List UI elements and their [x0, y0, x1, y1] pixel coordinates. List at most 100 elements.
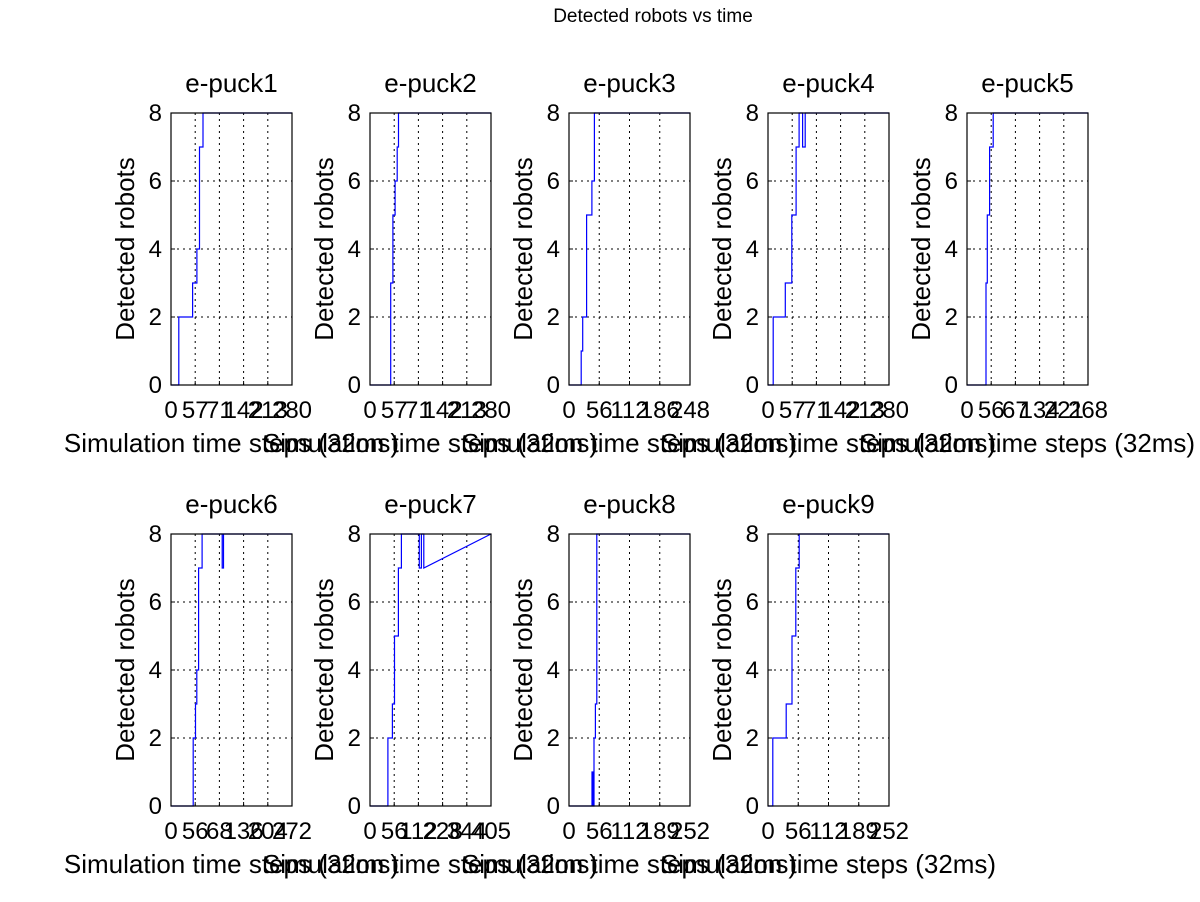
x-tick-label: 280	[471, 397, 511, 424]
y-tick-label: 4	[149, 236, 162, 263]
subplot-title: e-puck6	[185, 489, 278, 519]
x-tick-label: 112	[399, 818, 437, 845]
y-tick-label: 4	[348, 657, 361, 684]
y-axis-label: Detected robots	[110, 157, 140, 341]
x-tick-label: 112	[809, 818, 847, 845]
x-tick-label: 252	[869, 818, 909, 845]
x-tick-label: 71	[405, 397, 432, 424]
y-axis-label: Detected robots	[508, 578, 538, 762]
figure-suptitle: Detected robots vs time	[553, 6, 753, 27]
x-tick-label: 280	[869, 397, 909, 424]
subplot-title: e-puck8	[583, 489, 676, 519]
y-tick-label: 4	[348, 236, 361, 263]
x-tick-label: 213	[248, 397, 288, 424]
subplot-title: e-puck2	[384, 68, 477, 98]
y-tick-label: 8	[547, 521, 560, 548]
x-tick-label: 252	[670, 818, 710, 845]
x-tick-label: 213	[447, 397, 487, 424]
y-axis-label: Detected robots	[707, 578, 737, 762]
x-tick-label: 56	[586, 397, 613, 424]
x-tick-label: 56	[785, 818, 812, 845]
x-axis-label: Simulation time steps (32ms)	[64, 849, 399, 879]
y-tick-label: 6	[149, 589, 162, 616]
subplot-title: e-puck7	[384, 489, 477, 519]
y-tick-label: 2	[149, 725, 162, 752]
subplot-title: e-puck9	[782, 489, 875, 519]
y-tick-label: 0	[149, 372, 162, 399]
y-tick-label: 8	[746, 521, 759, 548]
series-line	[171, 112, 292, 386]
y-tick-label: 4	[547, 236, 560, 263]
y-tick-label: 2	[547, 725, 560, 752]
x-tick-label: 0	[761, 818, 774, 845]
y-axis-label: Detected robots	[309, 578, 339, 762]
x-axis-label: Simulation time steps (32ms)	[860, 428, 1195, 458]
y-tick-label: 8	[348, 521, 361, 548]
x-tick-label: 56	[978, 397, 1005, 424]
x-tick-label: 248	[670, 397, 710, 424]
x-tick-label: 56	[381, 818, 408, 845]
y-tick-label: 0	[348, 793, 361, 820]
x-tick-label: 142	[423, 397, 463, 424]
y-tick-label: 8	[348, 100, 361, 127]
x-tick-label: 112	[610, 397, 648, 424]
y-tick-label: 8	[149, 521, 162, 548]
x-tick-label: 71	[206, 397, 233, 424]
x-tick-label: 189	[839, 818, 879, 845]
y-tick-label: 2	[149, 304, 162, 331]
x-tick-label: 134	[1020, 397, 1060, 424]
series-line	[569, 112, 690, 386]
x-tick-label: 136	[224, 818, 264, 845]
subplot-title: e-puck3	[583, 68, 676, 98]
y-axis-label: Detected robots	[707, 157, 737, 341]
y-tick-label: 0	[547, 372, 560, 399]
y-tick-label: 6	[348, 168, 361, 195]
x-tick-label: 344	[447, 818, 487, 845]
x-tick-label: 57	[779, 397, 806, 424]
x-axis-label: Simulation time steps (32ms)	[462, 428, 797, 458]
x-axis-label: Simulation time steps (32ms)	[661, 849, 996, 879]
y-axis-label: Detected robots	[110, 578, 140, 762]
y-tick-label: 2	[348, 304, 361, 331]
y-tick-label: 6	[149, 168, 162, 195]
x-tick-label: 272	[272, 818, 312, 845]
y-tick-label: 6	[746, 168, 759, 195]
y-tick-label: 6	[945, 168, 958, 195]
y-tick-label: 4	[149, 657, 162, 684]
x-tick-label: 142	[821, 397, 861, 424]
y-tick-label: 0	[547, 793, 560, 820]
x-tick-label: 68	[206, 818, 233, 845]
y-tick-label: 4	[945, 236, 958, 263]
x-axis-label: Simulation time steps (32ms)	[263, 428, 598, 458]
y-tick-label: 8	[547, 100, 560, 127]
y-tick-label: 0	[348, 372, 361, 399]
series-line	[569, 533, 690, 807]
y-tick-label: 0	[746, 793, 759, 820]
subplot-title: e-puck5	[981, 68, 1074, 98]
y-tick-label: 2	[945, 304, 958, 331]
x-tick-label: 0	[363, 397, 376, 424]
x-tick-label: 204	[248, 818, 288, 845]
x-tick-label: 57	[182, 397, 209, 424]
x-tick-label: 71	[803, 397, 830, 424]
y-tick-label: 8	[149, 100, 162, 127]
y-axis-label: Detected robots	[508, 157, 538, 341]
x-axis-label: Simulation time steps (32ms)	[263, 849, 598, 879]
y-tick-label: 8	[945, 100, 958, 127]
y-tick-label: 6	[547, 168, 560, 195]
x-tick-label: 268	[1068, 397, 1108, 424]
x-tick-label: 0	[960, 397, 973, 424]
y-tick-label: 4	[746, 657, 759, 684]
x-tick-label: 0	[363, 818, 376, 845]
x-tick-label: 186	[640, 397, 680, 424]
y-tick-label: 6	[746, 589, 759, 616]
x-tick-label: 405	[471, 818, 511, 845]
